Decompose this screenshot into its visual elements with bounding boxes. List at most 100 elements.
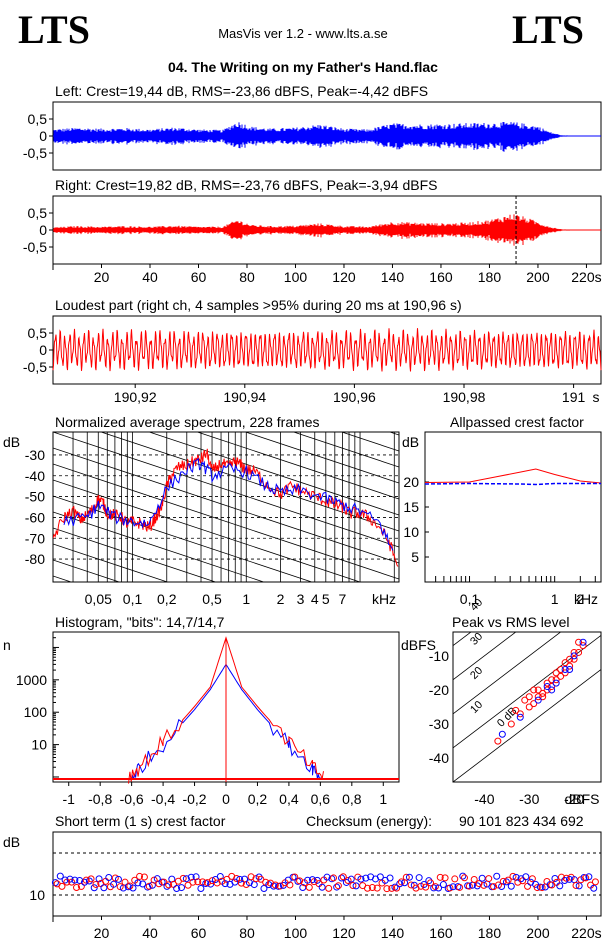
short-term-point-right <box>562 874 570 882</box>
lts-logo-left: LTS <box>18 7 90 52</box>
histogram-x-label: -0,8 <box>88 791 112 807</box>
loudest-y-tick-label: 0,5 <box>28 325 48 341</box>
crest-y-label: 15 <box>403 499 419 515</box>
peak-rms-point-right <box>552 669 560 677</box>
spectrum-slope-line <box>53 543 169 582</box>
short-term-point-left <box>439 881 447 889</box>
peak-rms-point-right <box>570 655 578 663</box>
short-term-point-right <box>397 878 405 886</box>
histogram-ylabel: n <box>3 637 11 653</box>
short-term-point-left <box>236 875 244 883</box>
short-term-point-right <box>325 884 333 892</box>
loudest-x-unit: s <box>593 389 600 405</box>
short-term-point-right <box>407 881 415 889</box>
spectrum-slope-line <box>53 479 362 582</box>
spectrum-x-label: kHz <box>372 591 396 607</box>
short-term-point-left <box>347 875 355 883</box>
short-term-point-right <box>150 876 158 884</box>
crest-y-label: 10 <box>403 524 419 540</box>
short-term-point-left <box>415 874 423 882</box>
short-term-point-right <box>73 884 81 892</box>
short-term-point-left <box>386 874 394 882</box>
short-term-point-left <box>590 884 598 892</box>
short-term-point-left <box>304 876 312 884</box>
waveform-y-tick-label: -0,5 <box>23 145 47 161</box>
peak-rms-point-right <box>512 706 520 714</box>
histogram-x-label: 1 <box>379 791 387 807</box>
short-term-point-left <box>352 882 360 890</box>
histogram-y-label: 100 <box>24 704 48 720</box>
left-channel-title: Left: Crest=19,44 dB, RMS=-23,86 dBFS, P… <box>55 83 428 99</box>
short-term-point-left <box>449 883 457 891</box>
peak-rms-title: Peak vs RMS level <box>452 614 569 630</box>
histogram-y-label: 10 <box>31 737 47 753</box>
short-term-point-left <box>51 879 59 887</box>
peak-rms-x-label: -20 <box>564 791 584 807</box>
spectrum-slope-line <box>53 272 399 387</box>
spectrum-y-label: -40 <box>25 468 45 484</box>
short-term-point-right <box>145 882 153 890</box>
short-term-point-left <box>265 881 273 889</box>
time-axis-label: 100 <box>284 269 308 285</box>
peak-rms-point-right <box>557 666 565 673</box>
peak-rms-point-right <box>516 710 524 718</box>
short-term-point-left <box>459 872 467 880</box>
short-term-point-right <box>189 878 197 886</box>
spectrum-frame <box>52 431 400 583</box>
short-term-point-right <box>184 881 192 889</box>
peak-rms-point-right <box>539 693 547 701</box>
short-term-point-left <box>114 875 122 883</box>
crest-diagonal <box>453 634 601 749</box>
time-axis-label: 220s <box>571 269 601 285</box>
spectrum-y-label: -30 <box>25 447 45 463</box>
crest-left-curve <box>424 482 601 486</box>
peak-rms-point-left <box>548 686 556 694</box>
peak-rms-x-label: -40 <box>474 791 494 807</box>
spectrum-slope-line <box>53 463 399 580</box>
short-term-point-right <box>305 883 313 891</box>
short-term-point-right <box>140 873 148 881</box>
short-term-point-right <box>247 873 255 881</box>
loudest-x-label: 191 <box>562 389 586 405</box>
peak-rms-point-right <box>570 648 578 656</box>
short-term-point-left <box>333 883 341 891</box>
histogram-x-label: 0,6 <box>311 791 331 807</box>
short-term-point-right <box>451 875 459 883</box>
spectrum-x-label: 0,1 <box>123 591 143 607</box>
short-term-point-right <box>504 876 512 884</box>
peak-rms-y-label: -40 <box>429 750 449 766</box>
peak-rms-point-right <box>575 638 583 646</box>
peak-rms-point-right <box>575 648 583 656</box>
spectrum-y-label: -50 <box>25 489 45 505</box>
time-axis-label: 20 <box>94 269 110 285</box>
short-term-point-right <box>485 875 493 883</box>
crest-diagonal <box>453 668 601 782</box>
short-term-point-right <box>257 875 265 883</box>
short-term-point-left <box>61 876 69 884</box>
short-term-point-left <box>313 876 321 884</box>
checksum-value: 90 101 823 434 692 <box>459 813 584 829</box>
peak-rms-point-left <box>552 679 560 687</box>
short-term-x-label: 160 <box>429 925 453 941</box>
short-term-point-left <box>318 883 326 891</box>
short-term-point-right <box>456 883 464 891</box>
short-term-point-left <box>396 880 404 888</box>
loudest-x-label: 190,98 <box>443 389 486 405</box>
spectrum-title: Normalized average spectrum, 228 frames <box>55 414 320 430</box>
peak-rms-point-right <box>548 676 556 684</box>
short-term-crest-title: Short term (1 s) crest factor <box>55 813 226 829</box>
peak-rms-point-right <box>552 676 560 684</box>
short-term-point-right <box>194 878 202 886</box>
short-term-point-right <box>383 885 391 893</box>
histogram-x-label: -0,2 <box>182 791 206 807</box>
peak-rms-point-left <box>561 666 569 673</box>
short-term-point-right <box>388 884 396 892</box>
loudest-x-label: 190,94 <box>223 389 266 405</box>
short-term-point-right <box>223 875 231 883</box>
spectrum-x-label: 0,5 <box>202 591 222 607</box>
short-term-point-right <box>136 872 144 880</box>
spectrum-x-label: 7 <box>339 591 347 607</box>
short-term-point-left <box>129 884 137 892</box>
short-term-point-left <box>173 885 181 893</box>
